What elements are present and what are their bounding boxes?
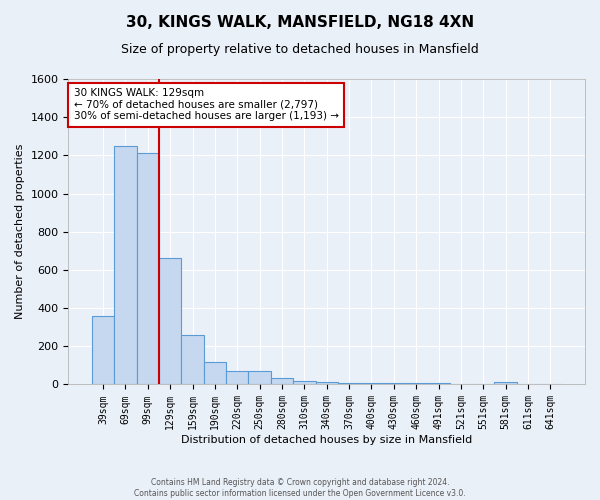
Bar [204,362,226,384]
Bar [316,382,338,384]
Bar [181,335,204,384]
Bar [383,382,405,384]
Bar [338,382,360,384]
Bar [427,382,450,384]
Bar [405,382,427,384]
Text: Size of property relative to detached houses in Mansfield: Size of property relative to detached ho… [121,42,479,56]
Text: Contains HM Land Registry data © Crown copyright and database right 2024.
Contai: Contains HM Land Registry data © Crown c… [134,478,466,498]
Bar [360,382,383,384]
Text: 30, KINGS WALK, MANSFIELD, NG18 4XN: 30, KINGS WALK, MANSFIELD, NG18 4XN [126,15,474,30]
Bar [114,146,137,384]
Bar [494,382,517,384]
Bar [92,316,114,384]
Text: 30 KINGS WALK: 129sqm
← 70% of detached houses are smaller (2,797)
30% of semi-d: 30 KINGS WALK: 129sqm ← 70% of detached … [74,88,338,122]
Y-axis label: Number of detached properties: Number of detached properties [15,144,25,320]
X-axis label: Distribution of detached houses by size in Mansfield: Distribution of detached houses by size … [181,435,472,445]
Bar [271,378,293,384]
Bar [248,371,271,384]
Bar [159,258,181,384]
Bar [293,380,316,384]
Bar [137,154,159,384]
Bar [226,371,248,384]
